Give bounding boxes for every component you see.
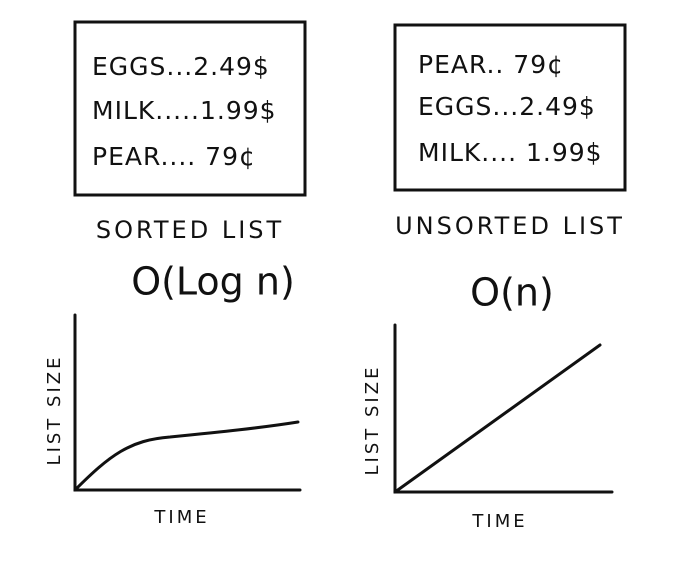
list-item: MILK.....1.99$ xyxy=(92,96,277,125)
list-item: EGGS...2.49$ xyxy=(418,92,596,121)
list-item: EGGS...2.49$ xyxy=(92,52,270,81)
list-item: PEAR.. 79¢ xyxy=(418,50,564,79)
complexity: O(n) xyxy=(470,271,554,315)
x-axis-label: TIME xyxy=(471,511,527,532)
complexity: O(Log n) xyxy=(131,260,295,304)
list-label: UNSORTED LIST xyxy=(395,212,625,240)
sorted-panel: EGGS...2.49$ MILK.....1.99$ PEAR.... 79¢… xyxy=(44,20,307,528)
axes xyxy=(73,313,302,492)
list-box xyxy=(393,23,627,192)
y-axis-label: LIST SIZE xyxy=(362,365,383,476)
list-item: PEAR.... 79¢ xyxy=(92,142,256,171)
list-box xyxy=(73,20,307,197)
unsorted-panel: PEAR.. 79¢ EGGS...2.49$ MILK.... 1.99$ U… xyxy=(362,23,627,532)
linear-line xyxy=(393,343,602,494)
list-label: SORTED LIST xyxy=(96,216,284,244)
y-axis-label: LIST SIZE xyxy=(44,355,65,466)
x-axis-label: TIME xyxy=(153,507,209,528)
log-curve xyxy=(73,420,300,492)
list-item: MILK.... 1.99$ xyxy=(418,138,603,167)
